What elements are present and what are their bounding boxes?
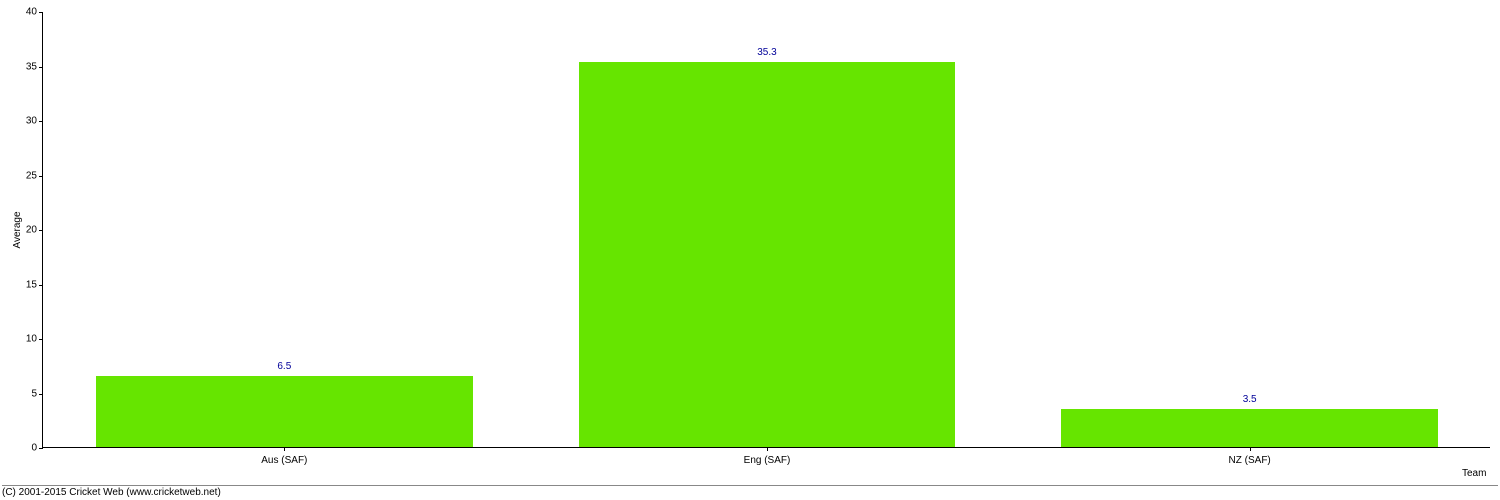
bar: 35.3 — [579, 62, 955, 447]
y-tick-mark — [39, 285, 43, 286]
y-tick-mark — [39, 121, 43, 122]
plot-area: 05101520253035406.5Aus (SAF)35.3Eng (SAF… — [42, 12, 1490, 448]
bar: 6.5 — [96, 376, 472, 447]
x-axis-title: Team — [1462, 468, 1486, 479]
y-tick-mark — [39, 176, 43, 177]
bar: 3.5 — [1061, 409, 1437, 447]
y-tick-mark — [39, 12, 43, 13]
bar-value-label: 3.5 — [1243, 394, 1257, 409]
chart-container: 05101520253035406.5Aus (SAF)35.3Eng (SAF… — [0, 0, 1500, 500]
x-tick-mark — [1250, 447, 1251, 451]
copyright-text: (C) 2001-2015 Cricket Web (www.cricketwe… — [2, 485, 1498, 498]
y-tick-mark — [39, 67, 43, 68]
y-tick-mark — [39, 394, 43, 395]
y-tick-mark — [39, 448, 43, 449]
y-tick-mark — [39, 230, 43, 231]
y-tick-mark — [39, 339, 43, 340]
x-tick-mark — [767, 447, 768, 451]
y-axis-title: Average — [12, 211, 23, 248]
x-tick-mark — [284, 447, 285, 451]
bar-value-label: 35.3 — [757, 47, 776, 62]
bar-value-label: 6.5 — [277, 361, 291, 376]
